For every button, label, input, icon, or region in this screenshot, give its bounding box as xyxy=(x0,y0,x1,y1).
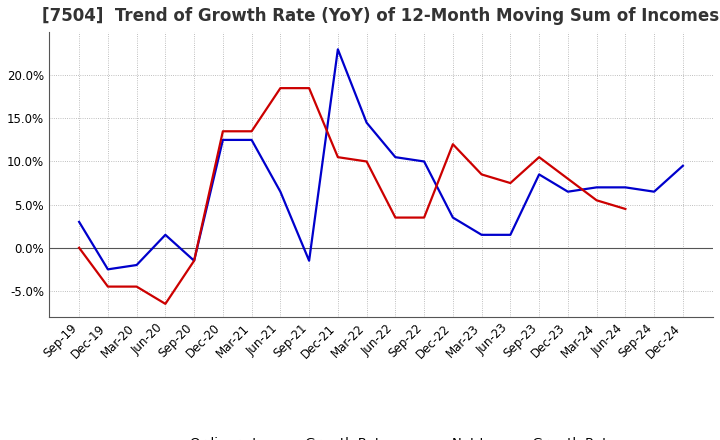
Ordinary Income Growth Rate xyxy=(362,120,371,125)
Ordinary Income Growth Rate xyxy=(621,185,630,190)
Net Income Growth Rate xyxy=(104,284,112,289)
Net Income Growth Rate xyxy=(362,159,371,164)
Net Income Growth Rate xyxy=(190,258,199,264)
Ordinary Income Growth Rate xyxy=(564,189,572,194)
Legend: Ordinary Income Growth Rate, Net Income Growth Rate: Ordinary Income Growth Rate, Net Income … xyxy=(141,432,621,440)
Net Income Growth Rate xyxy=(535,154,544,160)
Net Income Growth Rate xyxy=(333,154,342,160)
Ordinary Income Growth Rate xyxy=(678,163,687,169)
Ordinary Income Growth Rate xyxy=(477,232,486,238)
Ordinary Income Growth Rate xyxy=(305,258,313,264)
Ordinary Income Growth Rate xyxy=(276,189,284,194)
Ordinary Income Growth Rate xyxy=(75,219,84,224)
Ordinary Income Growth Rate xyxy=(190,258,199,264)
Net Income Growth Rate xyxy=(276,85,284,91)
Net Income Growth Rate xyxy=(449,142,457,147)
Title: [7504]  Trend of Growth Rate (YoY) of 12-Month Moving Sum of Incomes: [7504] Trend of Growth Rate (YoY) of 12-… xyxy=(42,7,719,25)
Ordinary Income Growth Rate xyxy=(649,189,658,194)
Ordinary Income Growth Rate xyxy=(391,154,400,160)
Ordinary Income Growth Rate xyxy=(333,47,342,52)
Ordinary Income Growth Rate xyxy=(506,232,515,238)
Net Income Growth Rate xyxy=(420,215,428,220)
Net Income Growth Rate xyxy=(477,172,486,177)
Net Income Growth Rate xyxy=(621,206,630,212)
Net Income Growth Rate xyxy=(506,180,515,186)
Ordinary Income Growth Rate xyxy=(449,215,457,220)
Net Income Growth Rate xyxy=(75,245,84,250)
Ordinary Income Growth Rate xyxy=(247,137,256,143)
Ordinary Income Growth Rate xyxy=(593,185,601,190)
Ordinary Income Growth Rate xyxy=(104,267,112,272)
Ordinary Income Growth Rate xyxy=(219,137,228,143)
Ordinary Income Growth Rate xyxy=(535,172,544,177)
Ordinary Income Growth Rate xyxy=(132,262,141,268)
Net Income Growth Rate xyxy=(564,176,572,181)
Net Income Growth Rate xyxy=(305,85,313,91)
Line: Ordinary Income Growth Rate: Ordinary Income Growth Rate xyxy=(79,49,683,269)
Net Income Growth Rate xyxy=(219,128,228,134)
Ordinary Income Growth Rate xyxy=(161,232,170,238)
Ordinary Income Growth Rate xyxy=(420,159,428,164)
Net Income Growth Rate xyxy=(247,128,256,134)
Net Income Growth Rate xyxy=(391,215,400,220)
Net Income Growth Rate xyxy=(593,198,601,203)
Net Income Growth Rate xyxy=(161,301,170,307)
Line: Net Income Growth Rate: Net Income Growth Rate xyxy=(79,88,626,304)
Net Income Growth Rate xyxy=(132,284,141,289)
